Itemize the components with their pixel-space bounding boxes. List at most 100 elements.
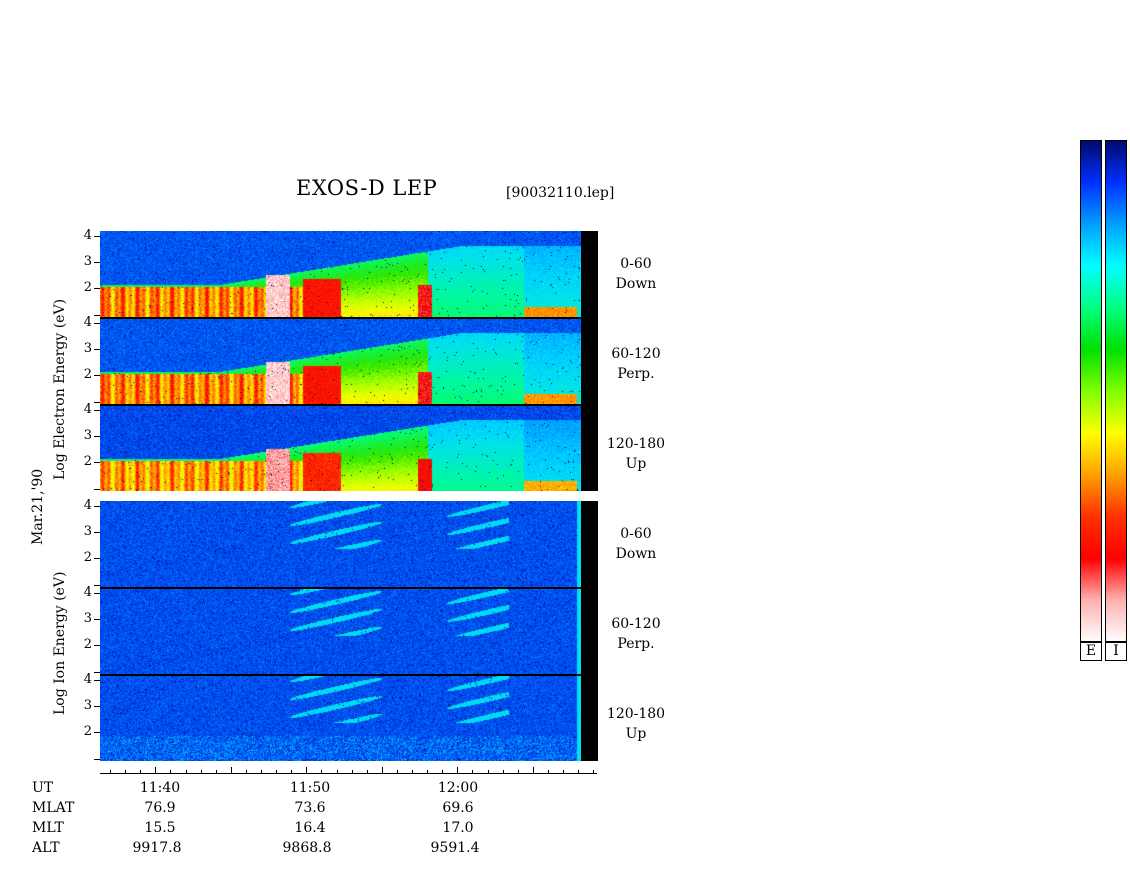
x-tick-mark [442,770,443,773]
colorbar-ion [1105,140,1127,643]
x-tick-mark [548,770,549,773]
file-name: [90032110.lep] [506,185,615,201]
x-tick-mark [533,767,534,773]
y-tick-mark [94,585,100,586]
x-tick-mark [427,770,428,773]
x-tick-mark [593,770,594,773]
y-tick-mark [94,402,100,403]
spectrogram-electron-up [100,405,581,491]
alt-value: 9868.8 [282,840,332,856]
y-tick-mark [94,680,100,681]
mlat-value: 73.6 [294,800,326,816]
data-gap-electron [581,231,598,491]
ion-axis-label: Log Ion Energy (eV) [52,571,68,715]
x-tick-mark [246,770,247,773]
y-tick-mark [94,410,100,411]
y-tick-label: 2 [83,280,92,295]
y-tick-label: 3 [83,254,92,269]
y-tick-label: 4 [83,402,92,417]
colorbar-electron [1080,140,1102,643]
y-tick-mark [94,262,100,263]
y-tick-mark [94,672,100,673]
y-tick-label: 4 [83,498,92,513]
y-tick-mark [94,349,100,350]
pitch-label-ion-up: 120-180 Up [606,706,666,742]
y-tick-label: 4 [83,672,92,687]
y-tick-mark [94,436,100,437]
panel-separator [100,674,581,676]
date-label: Mar.21,'90 [30,468,46,545]
alt-value: 9591.4 [430,840,480,856]
x-tick-mark [140,770,141,773]
x-tick-mark [201,770,202,773]
y-tick-mark [94,759,100,760]
x-tick-mark [352,770,353,773]
x-tick-mark [367,770,368,773]
y-tick-label: 4 [83,228,92,243]
chart-title: EXOS-D LEP [296,176,438,200]
panel-separator [100,317,581,319]
alt-value: 9917.8 [132,840,182,856]
x-tick-mark [306,767,307,773]
ut-tick-label: 12:00 [437,780,479,796]
y-tick-label: 2 [83,724,92,739]
x-tick-mark [563,770,564,773]
y-tick-mark [94,288,100,289]
colorbar-label-ion: I [1105,641,1127,661]
y-tick-mark [94,706,100,707]
y-tick-label: 3 [83,524,92,539]
spectrogram-electron-down [100,231,581,317]
x-tick-mark [578,770,579,773]
x-tick-mark [412,770,413,773]
spectrogram-ion-perp [100,588,581,674]
data-gap-ion [581,501,598,761]
y-tick-mark [94,462,100,463]
panel-separator [100,587,581,589]
x-tick-mark [231,767,232,773]
y-tick-label: 3 [83,428,92,443]
mlt-value: 17.0 [442,820,474,836]
x-tick-mark [488,770,489,773]
x-tick-mark [321,770,322,773]
y-tick-mark [94,732,100,733]
y-tick-mark [94,375,100,376]
pitch-label-electron-up: 120-180 Up [606,436,666,472]
pitch-label-ion-down: 0-60 Down [615,526,657,562]
y-tick-label: 4 [83,315,92,330]
y-tick-mark [94,558,100,559]
x-axis-line [100,773,597,774]
electron-axis-label: Log Electron Energy (eV) [52,298,68,480]
y-tick-mark [94,593,100,594]
x-tick-mark [503,770,504,773]
x-tick-mark [397,770,398,773]
y-tick-mark [94,506,100,507]
pitch-label-electron-down: 0-60 Down [615,256,657,292]
y-tick-label: 2 [83,367,92,382]
y-tick-label: 4 [83,585,92,600]
y-tick-mark [94,619,100,620]
x-tick-mark [472,770,473,773]
orbit-label-mlat: MLAT [32,800,75,816]
y-tick-mark [94,315,100,316]
orbit-label-ut: UT [32,780,54,796]
x-tick-mark [337,770,338,773]
mlat-value: 76.9 [144,800,176,816]
x-tick-mark [382,767,383,773]
x-tick-mark [276,770,277,773]
mlt-value: 15.5 [144,820,176,836]
pitch-label-ion-perp: 60-120 Perp. [611,616,661,652]
y-tick-label: 2 [83,454,92,469]
y-tick-label: 3 [83,698,92,713]
y-tick-label: 2 [83,550,92,565]
spectrogram-electron-perp [100,318,581,404]
y-tick-label: 2 [83,637,92,652]
mlt-value: 16.4 [294,820,326,836]
pitch-label-electron-perp: 60-120 Perp. [611,346,661,382]
y-tick-mark [94,489,100,490]
x-tick-mark [110,770,111,773]
x-tick-mark [291,770,292,773]
y-tick-mark [94,323,100,324]
mlat-value: 69.6 [442,800,474,816]
x-tick-mark [170,770,171,773]
spectrogram-ion-down [100,501,581,587]
